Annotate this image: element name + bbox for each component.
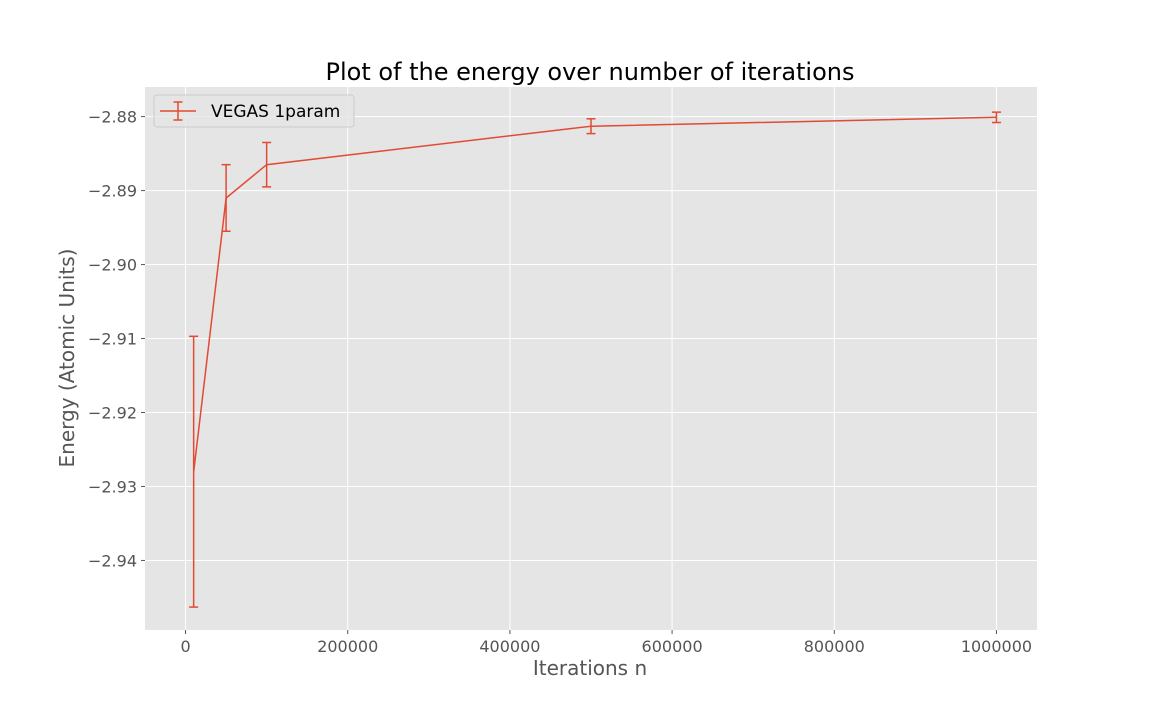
- y-axis-label: Energy (Atomic Units): [55, 249, 79, 468]
- y-tick-label: −2.92: [88, 404, 137, 423]
- plot-area: [145, 87, 1037, 630]
- x-tick-label: 1000000: [961, 637, 1032, 656]
- legend: VEGAS 1param: [154, 95, 354, 127]
- y-tick-label: −2.93: [88, 477, 137, 496]
- chart-title: Plot of the energy over number of iterat…: [326, 58, 855, 86]
- y-tick-label: −2.91: [88, 330, 137, 349]
- x-tick-label: 600000: [642, 637, 703, 656]
- x-tick-label: 0: [180, 637, 190, 656]
- x-tick-label: 800000: [804, 637, 865, 656]
- x-tick-label: 200000: [317, 637, 378, 656]
- x-tick-label: 400000: [479, 637, 540, 656]
- y-tick-label: −2.90: [88, 256, 137, 275]
- y-tick-label: −2.94: [88, 551, 137, 570]
- x-axis-label: Iterations n: [533, 656, 647, 680]
- y-tick-label: −2.89: [88, 182, 137, 201]
- y-tick-label: −2.88: [88, 108, 137, 127]
- legend-label: VEGAS 1param: [211, 102, 340, 122]
